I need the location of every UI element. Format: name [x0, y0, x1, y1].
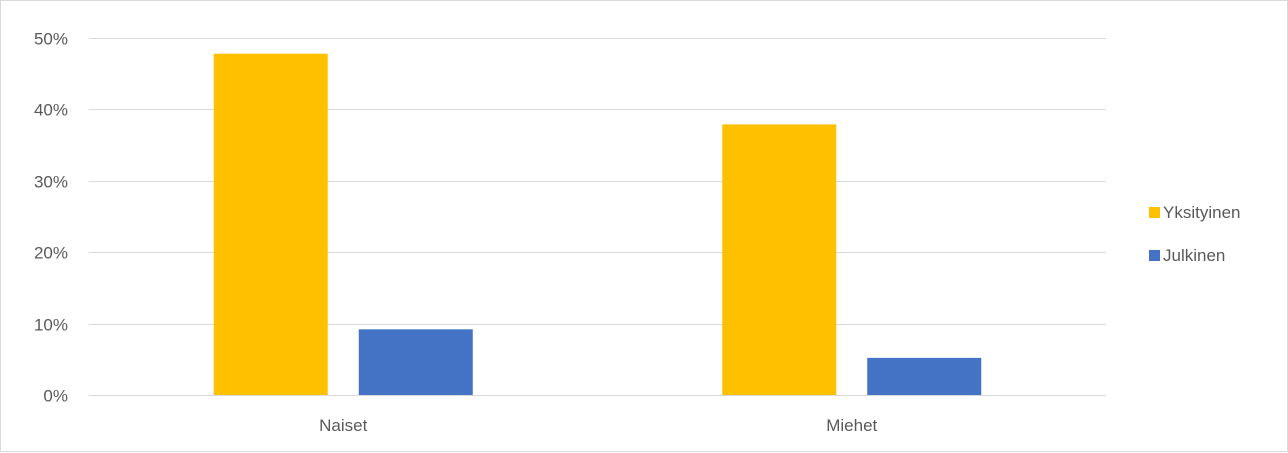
y-tick-label: 30%: [34, 173, 68, 192]
legend-swatch-julkinen: [1149, 250, 1160, 261]
y-tick-label: 20%: [34, 244, 68, 263]
bar-julkinen-naiset: [358, 329, 473, 395]
legend-label-julkinen: Julkinen: [1163, 246, 1225, 265]
y-tick-label: 10%: [34, 316, 68, 335]
y-axis-ticks: 0% 10% 20% 30% 40% 50%: [34, 30, 68, 406]
bar-yksityinen-naiset: [213, 53, 328, 395]
x-tick-label: Naiset: [319, 416, 367, 435]
legend: Yksityinen Julkinen: [1149, 203, 1240, 265]
x-axis-ticks: Naiset Miehet: [319, 416, 877, 435]
y-tick-label: 40%: [34, 101, 68, 120]
legend-label-yksityinen: Yksityinen: [1163, 203, 1240, 222]
y-tick-label: 0%: [43, 387, 68, 406]
y-tick-label: 50%: [34, 30, 68, 49]
legend-swatch-yksityinen: [1149, 207, 1160, 218]
bar-yksityinen-miehet: [722, 124, 837, 396]
bars: [213, 53, 982, 396]
bar-julkinen-miehet: [867, 357, 982, 395]
x-tick-label: Miehet: [826, 416, 877, 435]
